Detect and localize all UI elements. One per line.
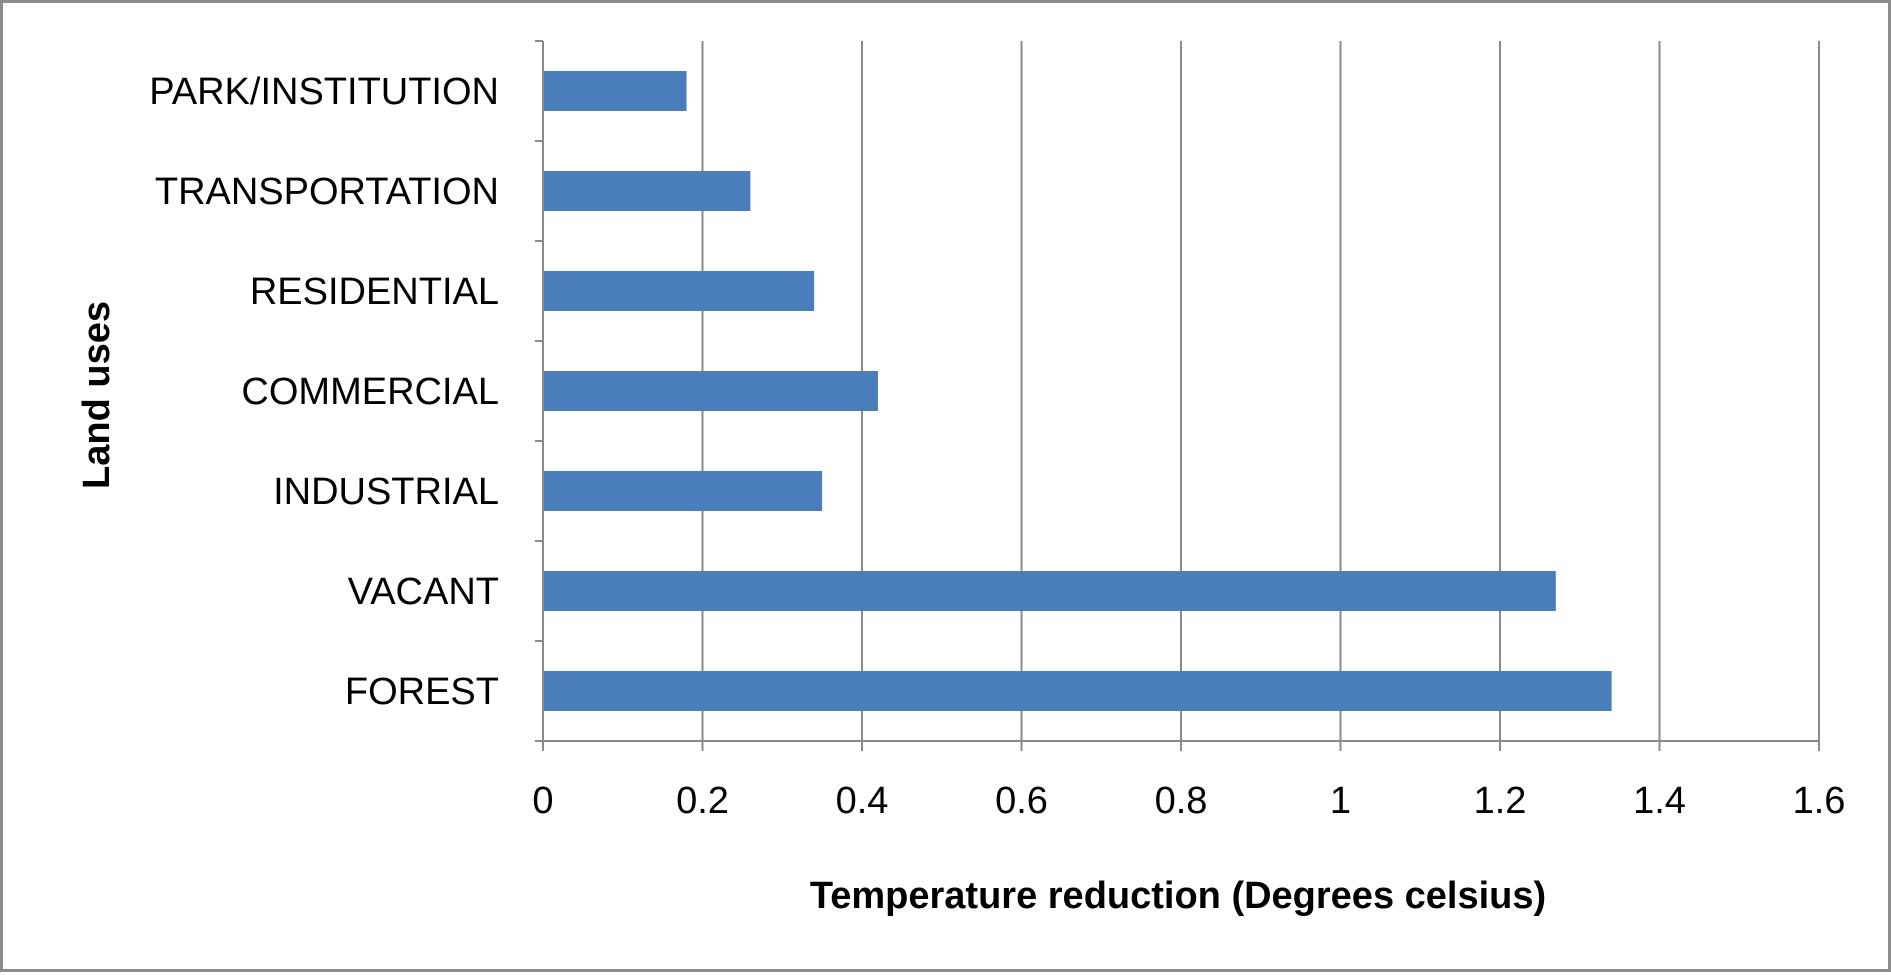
category-label: VACANT (348, 571, 499, 613)
bar-industrial (543, 471, 823, 511)
x-tick-label: 0 (532, 780, 553, 822)
bar-commercial (543, 371, 878, 411)
x-tick-label: 0.2 (676, 780, 729, 822)
category-label: FOREST (345, 671, 499, 713)
category-label: RESIDENTIAL (250, 271, 499, 313)
x-axis-title: Temperature reduction (Degrees celsius) (810, 875, 1546, 917)
bar-residential (543, 271, 815, 311)
x-tick-labels: 0 0.2 0.4 0.6 0.8 1 1.2 1.4 1.6 (532, 780, 1845, 822)
x-tick-label: 1.4 (1633, 780, 1686, 822)
bar-transportation (543, 171, 751, 211)
x-tick-label: 0.8 (1155, 780, 1208, 822)
x-tick-label: 0.4 (836, 780, 889, 822)
x-tick-label: 0.6 (995, 780, 1048, 822)
x-tick-label: 1.2 (1474, 780, 1527, 822)
bar-vacant (543, 571, 1556, 611)
bar-forest (543, 671, 1612, 711)
category-label: COMMERCIAL (241, 371, 499, 413)
category-label: PARK/INSTITUTION (149, 71, 499, 113)
category-label: TRANSPORTATION (155, 171, 499, 213)
category-labels: FOREST VACANT INDUSTRIAL COMMERCIAL RESIDENT… (149, 71, 499, 713)
category-label: INDUSTRIAL (273, 471, 499, 513)
axes (535, 40, 1820, 751)
x-tick-label: 1 (1330, 780, 1351, 822)
y-axis-title: Land uses (76, 301, 118, 489)
horizontal-bar-chart: FOREST VACANT INDUSTRIAL COMMERCIAL RESIDENT… (76, 40, 1845, 917)
gridlines (701, 41, 1820, 741)
bar-park-institution (543, 71, 687, 111)
bars (543, 71, 1612, 711)
x-tick-label: 1.6 (1793, 780, 1846, 822)
